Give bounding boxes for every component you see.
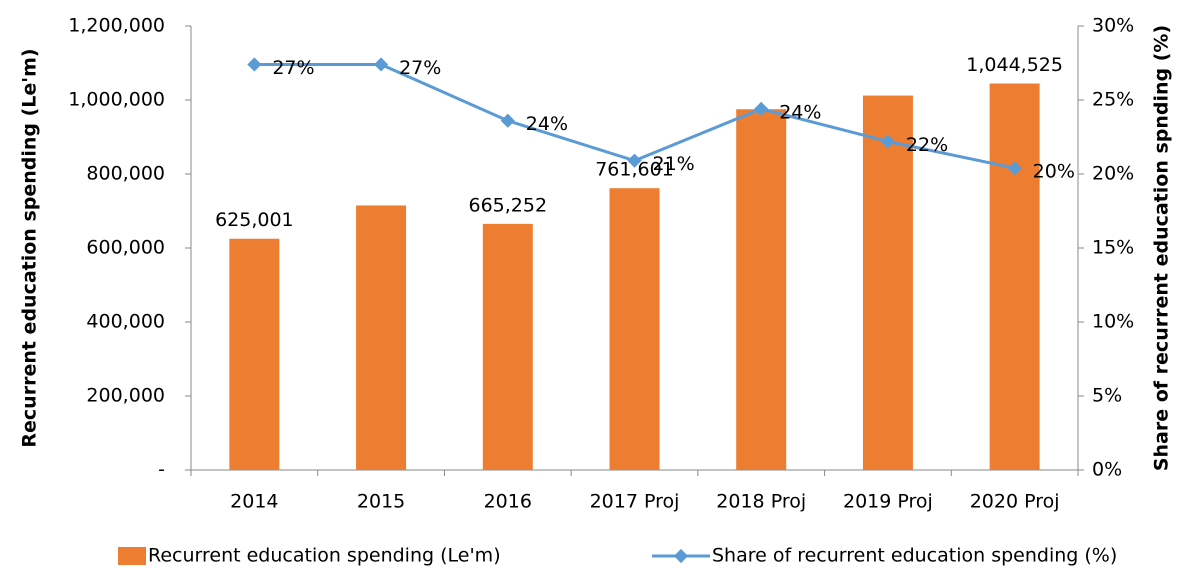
line-value-label: 27%: [272, 57, 314, 79]
legend-label: Recurrent education spending (Le'm): [148, 545, 501, 567]
bar: [736, 109, 787, 470]
y-tick-label: -: [158, 459, 165, 481]
legend-label: Share of recurrent education spending (%…: [712, 545, 1117, 567]
y2-tick-label: 25%: [1092, 89, 1134, 111]
y-axis-title: Recurrent education spending (Le'm): [19, 48, 41, 447]
line-marker: [247, 57, 262, 72]
line-marker: [374, 57, 389, 72]
x-tick-label: 2016: [484, 491, 532, 513]
y-tick-label: 600,000: [86, 237, 165, 259]
y-tick-label: 200,000: [86, 385, 165, 407]
bar: [609, 188, 660, 470]
y2-tick-label: 10%: [1092, 311, 1134, 333]
legend-swatch: [673, 548, 689, 564]
bar: [989, 83, 1040, 470]
y2-axis-title: Share of recurrent education spnding (%): [1151, 25, 1173, 471]
line-value-label: 24%: [779, 101, 821, 123]
y2-tick-label: 0%: [1092, 459, 1122, 481]
line-marker: [627, 153, 642, 168]
x-tick-label: 2017 Proj: [590, 491, 680, 513]
y2-tick-label: 20%: [1092, 163, 1134, 185]
y-tick-label: 800,000: [86, 163, 165, 185]
line-value-label: 20%: [1033, 161, 1075, 183]
bar-value-label: 625,001: [215, 209, 294, 231]
line-marker: [1007, 161, 1022, 176]
bar-value-label: 761,601: [595, 159, 674, 181]
legend-swatch: [118, 547, 146, 565]
bar-value-label: 665,252: [468, 194, 547, 216]
x-tick-label: 2019 Proj: [843, 491, 933, 513]
line-marker: [754, 101, 769, 116]
bar: [482, 223, 533, 470]
bar: [862, 95, 913, 470]
line-marker: [500, 113, 515, 128]
line-value-label: 21%: [653, 153, 695, 175]
x-tick-label: 2015: [357, 491, 405, 513]
bar: [229, 238, 280, 470]
y2-tick-label: 15%: [1092, 237, 1134, 259]
line-marker: [880, 134, 895, 149]
y-tick-label: 400,000: [86, 311, 165, 333]
y-tick-label: 1,200,000: [68, 15, 165, 37]
line-value-label: 27%: [399, 57, 441, 79]
x-tick-label: 2014: [230, 491, 278, 513]
line-value-label: 22%: [906, 134, 948, 156]
x-tick-label: 2020 Proj: [970, 491, 1060, 513]
y2-tick-label: 30%: [1092, 15, 1134, 37]
line-value-label: 24%: [526, 113, 568, 135]
x-tick-label: 2018 Proj: [716, 491, 806, 513]
y-tick-label: 1,000,000: [68, 89, 165, 111]
bar: [356, 205, 407, 470]
bar-value-label: 1,044,525: [966, 54, 1063, 76]
y2-tick-label: 5%: [1092, 385, 1122, 407]
